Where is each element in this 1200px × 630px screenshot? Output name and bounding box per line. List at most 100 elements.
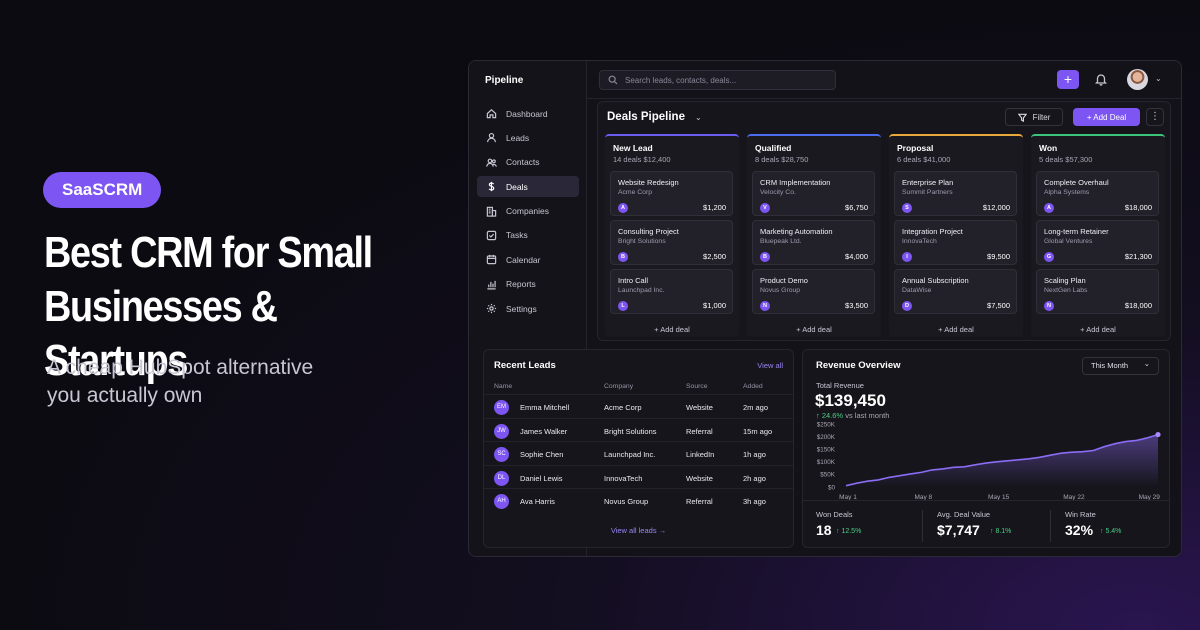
total-revenue-value: $139,450 bbox=[815, 391, 886, 410]
lead-added: 3h ago bbox=[743, 497, 766, 506]
deal-card[interactable]: Consulting Project Bright Solutions B $2,50… bbox=[610, 220, 733, 265]
headline-line-2: Businesses & Startups bbox=[44, 282, 278, 385]
column-summary: 8 deals $28,750 bbox=[755, 155, 809, 164]
column-header-name: Name bbox=[494, 383, 513, 390]
add-deal-link[interactable]: + Add deal bbox=[938, 325, 974, 334]
user-avatar[interactable] bbox=[1127, 69, 1148, 90]
deal-card[interactable]: Intro Call Launchpad Inc. L $1,000 bbox=[610, 269, 733, 314]
kpi-label: Avg. Deal Value bbox=[937, 510, 991, 519]
deal-card[interactable]: Long-term Retainer Global Ventures G $21,30… bbox=[1036, 220, 1159, 265]
sidebar-item-reports[interactable]: Reports bbox=[477, 274, 579, 295]
deal-title: Consulting Project bbox=[618, 227, 679, 236]
add-deal-link[interactable]: + Add deal bbox=[1080, 325, 1116, 334]
deal-card[interactable]: Enterprise Plan Summit Partners S $12,000 bbox=[894, 171, 1017, 216]
brand-badge: SaaSCRM bbox=[43, 172, 162, 208]
add-deal-link[interactable]: + Add deal bbox=[654, 325, 690, 334]
avatar: JW bbox=[494, 423, 509, 439]
table-row[interactable]: JW James Walker Bright Solutions Referral 15… bbox=[484, 417, 793, 441]
table-row[interactable]: SC Sophie Chen Launchpad Inc. LinkedIn 1h ag… bbox=[484, 441, 793, 464]
company-avatar: A bbox=[1044, 203, 1054, 213]
lead-added: 2h ago bbox=[743, 473, 766, 483]
deal-title: Website Redesign bbox=[618, 178, 679, 187]
user-icon bbox=[485, 132, 497, 144]
revenue-delta-note: vs last month bbox=[845, 411, 890, 420]
company-avatar: G bbox=[1044, 252, 1054, 262]
deal-card[interactable]: Complete Overhaul Alpha Systems A $18,000 bbox=[1036, 171, 1159, 216]
more-options-icon[interactable]: ⋮ bbox=[1146, 108, 1164, 126]
lead-name: Ava Harris bbox=[520, 497, 555, 506]
x-tick-label: May 1 bbox=[839, 494, 857, 500]
x-tick-label: May 29 bbox=[1139, 494, 1161, 500]
column-summary: 5 deals $57,300 bbox=[1039, 155, 1093, 164]
column-name: New Lead bbox=[613, 143, 653, 153]
sidebar-item-contacts[interactable]: Contacts bbox=[477, 152, 579, 173]
sidebar-item-label: Dashboard bbox=[506, 108, 548, 119]
subheadline: A cheap HubSpot alternative you actually… bbox=[47, 354, 407, 410]
add-deal-link[interactable]: + Add deal bbox=[796, 325, 832, 334]
column-name: Proposal bbox=[897, 143, 934, 153]
sidebar-item-settings[interactable]: Settings bbox=[477, 298, 579, 319]
deal-company: NextGen Labs bbox=[1044, 287, 1088, 294]
deal-title: Intro Call bbox=[618, 276, 649, 285]
sidebar-item-calendar[interactable]: Calendar bbox=[477, 249, 579, 270]
deal-card[interactable]: Product Demo Novus Group N $3,500 bbox=[752, 269, 875, 314]
revenue-chart: $0 $50K $100K $150K $200K $250K May 1 May 8 May … bbox=[817, 421, 1161, 500]
table-row[interactable]: EM Emma Mitchell Acme Corp Website 2m ago bbox=[484, 394, 793, 417]
search-input[interactable]: Search leads, contacts, deals... bbox=[599, 70, 836, 90]
filter-button[interactable]: Filter bbox=[1005, 108, 1063, 126]
lead-company: Novus Group bbox=[604, 497, 649, 506]
last-data-point bbox=[1155, 431, 1161, 438]
sidebar-item-label: Contacts bbox=[506, 157, 540, 168]
y-tick-label: $100K bbox=[817, 459, 836, 466]
company-avatar: B bbox=[618, 252, 628, 262]
kpi-value: 18 bbox=[816, 522, 832, 538]
chevron-down-icon[interactable]: ⌄ bbox=[1155, 74, 1162, 83]
deals-pipeline-panel: Deals Pipeline ⌄ Filter + Add Deal ⋮ New… bbox=[597, 101, 1171, 341]
y-tick-label: $0 bbox=[828, 484, 836, 491]
pipeline-title[interactable]: Deals Pipeline bbox=[607, 111, 685, 123]
deal-amount: $12,000 bbox=[982, 203, 1010, 212]
deal-card[interactable]: Marketing Automation Bluepeak Ltd. B $4,000 bbox=[752, 220, 875, 265]
company-avatar: B bbox=[760, 252, 770, 262]
sidebar-item-label: Tasks bbox=[506, 230, 528, 241]
x-tick-label: May 15 bbox=[988, 494, 1010, 500]
column-summary: 14 deals $12,400 bbox=[613, 155, 671, 164]
chevron-down-icon[interactable]: ⌄ bbox=[695, 113, 702, 122]
lead-added: 2m ago bbox=[743, 403, 769, 412]
sidebar-item-tasks[interactable]: Tasks bbox=[477, 225, 579, 246]
add-deal-button[interactable]: + Add Deal bbox=[1073, 108, 1140, 126]
topbar: Search leads, contacts, deals... + ⌄ bbox=[587, 61, 1181, 99]
deal-company: DataWise bbox=[902, 287, 932, 294]
date-range-select[interactable]: This Month ⌄ bbox=[1082, 357, 1159, 375]
kpi-delta: ↑ 8.1% bbox=[990, 528, 1012, 535]
sidebar-nav: Dashboard Leads Contacts Deals Companies Task… bbox=[477, 103, 579, 323]
sidebar-item-leads[interactable]: Leads bbox=[477, 127, 579, 148]
lead-name: Emma Mitchell bbox=[520, 403, 570, 412]
sidebar-item-companies[interactable]: Companies bbox=[477, 201, 579, 222]
chevron-down-icon: ⌄ bbox=[1143, 359, 1150, 368]
deal-card[interactable]: CRM Implementation Velocity Co. V $6,750 bbox=[752, 171, 875, 216]
sidebar-item-dashboard[interactable]: Dashboard bbox=[477, 103, 579, 124]
bar-chart-icon bbox=[485, 278, 497, 290]
deal-card[interactable]: Website Redesign Acme Corp A $1,200 bbox=[610, 171, 733, 216]
view-all-link[interactable]: View all bbox=[757, 361, 783, 370]
lead-name: James Walker bbox=[520, 426, 568, 436]
bell-icon[interactable] bbox=[1094, 72, 1108, 86]
deal-card[interactable]: Integration Project InnovaTech I $9,500 bbox=[894, 220, 1017, 265]
recent-leads-title: Recent Leads bbox=[494, 360, 556, 371]
deal-amount: $1,000 bbox=[703, 301, 726, 310]
revenue-area bbox=[846, 434, 1158, 487]
lead-source: Referral bbox=[686, 497, 713, 506]
kpi-value: $7,747 bbox=[937, 522, 980, 538]
deal-card[interactable]: Scaling Plan NextGen Labs N $18,000 bbox=[1036, 269, 1159, 314]
table-row[interactable]: AH Ava Harris Novus Group Referral 3h ago bbox=[484, 488, 793, 511]
create-button[interactable]: + bbox=[1057, 70, 1079, 89]
sidebar-item-label: Settings bbox=[506, 303, 537, 314]
company-avatar: N bbox=[1044, 301, 1054, 311]
avatar: SC bbox=[494, 447, 509, 462]
view-all-leads-link[interactable]: View all leads → bbox=[610, 526, 667, 535]
kpi-label: Won Deals bbox=[816, 510, 853, 519]
deal-card[interactable]: Annual Subscription DataWise D $7,500 bbox=[894, 269, 1017, 314]
sidebar-item-deals[interactable]: Deals bbox=[477, 176, 579, 198]
table-row[interactable]: DL Daniel Lewis InnovaTech Website 2h ago bbox=[484, 464, 793, 488]
